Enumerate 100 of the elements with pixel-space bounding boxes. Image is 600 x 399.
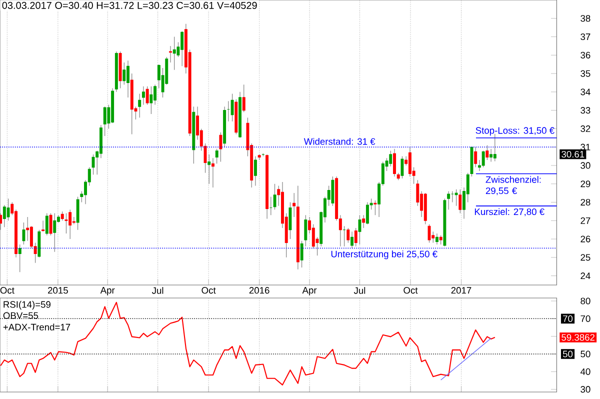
y-tick-label: 40 <box>580 368 590 375</box>
candlestick <box>254 156 257 186</box>
y-tick-label: 30 <box>580 386 590 393</box>
candlestick <box>22 222 26 245</box>
y-tick-label: 27 <box>580 217 590 224</box>
candlestick <box>169 46 172 63</box>
annotation: OBV=55 <box>3 312 38 319</box>
line-series <box>0 302 496 386</box>
x-tick-label: Jul <box>354 287 366 294</box>
candlestick <box>45 213 48 236</box>
y-tick-label: 70 <box>580 315 590 322</box>
y-tick-label: 33 <box>580 107 590 114</box>
y-tick-label: 36 <box>580 52 590 58</box>
candlestick <box>146 86 149 106</box>
candlestick <box>454 189 458 206</box>
y-tick-label: 26 <box>580 236 590 242</box>
candlestick <box>122 62 126 85</box>
candlestick <box>400 156 404 179</box>
y-tick-label: 50 <box>580 350 590 358</box>
candlestick <box>288 202 292 240</box>
x-tick-label: Jul <box>152 287 164 294</box>
candlestick <box>211 158 214 188</box>
candlestick <box>68 209 72 240</box>
candlestick <box>358 214 362 245</box>
x-tick-label: Oct <box>202 287 216 294</box>
y-tick-label: 32 <box>580 125 590 132</box>
candlestick <box>366 202 369 225</box>
candlestick <box>180 30 184 66</box>
text: 59.3862 <box>562 334 595 341</box>
candlestick <box>393 148 396 177</box>
y-tick-label: 30 <box>580 162 590 169</box>
y-tick-label: 37 <box>580 33 590 40</box>
x-tick-label: 2015 <box>48 287 68 294</box>
annotation: RSI(14)=59 <box>4 300 50 310</box>
ref-line-label: 70 <box>563 315 573 322</box>
x-tick-label: 2016 <box>249 287 270 294</box>
candlestick <box>482 150 485 168</box>
candlestick <box>42 220 45 232</box>
candlestick <box>331 176 334 206</box>
candlestick <box>219 132 222 162</box>
candlestick <box>474 146 478 168</box>
ref-line-label: Stop-Loss: 31,50 € <box>476 127 554 136</box>
candlestick <box>292 192 296 218</box>
candlestick <box>447 190 450 210</box>
ref-line-label: Widerstand: 31 € <box>304 138 376 145</box>
candlestick <box>486 144 489 160</box>
candlestick <box>64 213 68 234</box>
candlestick <box>18 244 22 272</box>
candlestick <box>312 224 315 248</box>
candlestick <box>157 64 160 89</box>
candlestick <box>428 224 431 243</box>
x-tick-label: Oct <box>404 287 418 294</box>
y-tick-label: 35 <box>580 70 590 77</box>
candlestick <box>450 190 454 203</box>
candlestick <box>138 93 142 118</box>
candlestick <box>439 235 442 245</box>
ref-line-label: Kursziel: 27,80 € <box>474 208 544 216</box>
candlestick <box>60 211 64 221</box>
ref-line-label: Unterstützung bei 25,50 € <box>331 250 438 260</box>
y-tick-label: 25 <box>580 254 590 261</box>
candlestick <box>374 200 377 216</box>
candlestick <box>354 228 358 247</box>
ref-line-label: 50 <box>562 350 573 358</box>
candlestick <box>76 196 80 230</box>
candlestick <box>408 146 412 177</box>
ref-line-label: Zwischenziel: 29,55 € <box>486 176 541 196</box>
x-tick-label: Apr <box>302 287 317 296</box>
x-tick-label: 2017 <box>451 287 472 294</box>
candlestick <box>362 214 366 228</box>
candlestick <box>230 93 234 122</box>
candlestick <box>389 150 392 167</box>
candlestick <box>150 86 153 114</box>
candlestick <box>490 148 493 162</box>
y-tick-label: 24 <box>580 272 590 280</box>
y-tick-label: 29 <box>580 180 590 188</box>
y-tick-label: 38 <box>580 15 590 22</box>
candlestick <box>208 154 211 184</box>
candlestick <box>6 198 10 221</box>
candlestick <box>92 154 95 175</box>
candlestick <box>2 204 6 228</box>
candlestick <box>242 84 246 112</box>
candlestick <box>350 231 354 248</box>
candlestick <box>300 240 304 268</box>
candlestick <box>53 213 56 252</box>
text: 30.61 <box>562 150 584 158</box>
candlestick <box>458 189 462 214</box>
candlestick <box>126 60 130 98</box>
annotation: +ADX-Trend=17 <box>3 324 70 330</box>
candlestick <box>154 84 157 106</box>
candlestick <box>346 228 350 243</box>
y-tick-label: 28 <box>580 198 590 206</box>
candlestick <box>103 106 106 136</box>
candlestick <box>142 86 145 106</box>
candlestick <box>215 148 218 164</box>
candlestick <box>304 214 308 247</box>
chart-title: 03.03.2017 O=30.40 H=31.72 L=30.23 C=30.61 V=40529 <box>2 2 257 9</box>
y-tick-label: 80 <box>580 298 590 304</box>
x-tick-label: Apr <box>100 287 115 296</box>
candlestick <box>273 184 276 210</box>
candlestick <box>49 213 52 236</box>
